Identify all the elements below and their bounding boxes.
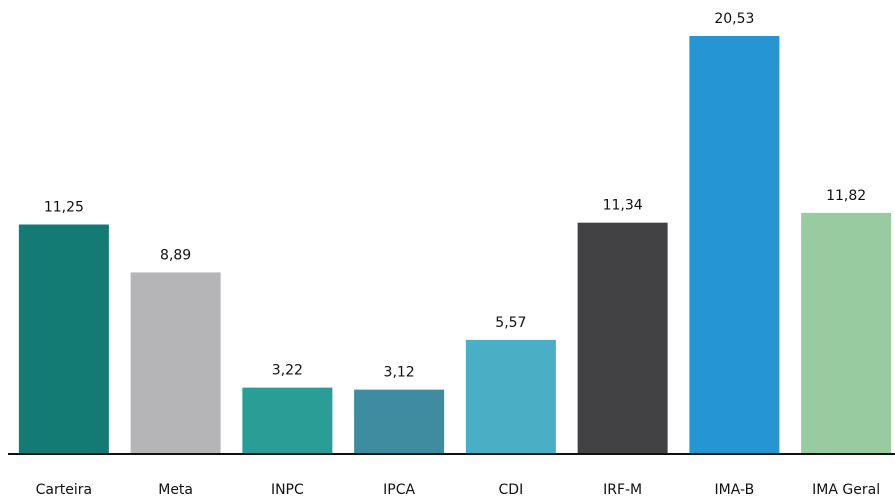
x-tick-label: CDI — [499, 482, 524, 498]
bar — [801, 212, 892, 453]
value-label: 8,89 — [160, 247, 191, 263]
bar — [354, 389, 445, 453]
bar — [577, 222, 668, 453]
value-label: 3,12 — [384, 365, 415, 381]
bar — [689, 36, 780, 453]
value-label: 11,25 — [44, 199, 84, 215]
bar — [130, 272, 221, 453]
x-tick-label: IMA-B — [715, 482, 755, 498]
x-tick-label: Carteira — [36, 482, 92, 498]
value-label: 11,34 — [603, 198, 643, 214]
x-tick-label: Meta — [158, 482, 193, 498]
x-tick-label: IMA Geral — [812, 482, 880, 498]
bar — [242, 387, 333, 453]
value-label: 3,22 — [272, 363, 303, 379]
value-label: 20,53 — [714, 11, 754, 27]
x-tick-label: IRF-M — [603, 482, 642, 498]
bar — [465, 339, 556, 453]
value-label: 11,82 — [826, 188, 866, 204]
bar — [18, 224, 109, 453]
value-label: 5,57 — [495, 315, 526, 331]
x-tick-label: IPCA — [383, 482, 415, 498]
x-tick-label: INPC — [271, 482, 304, 498]
